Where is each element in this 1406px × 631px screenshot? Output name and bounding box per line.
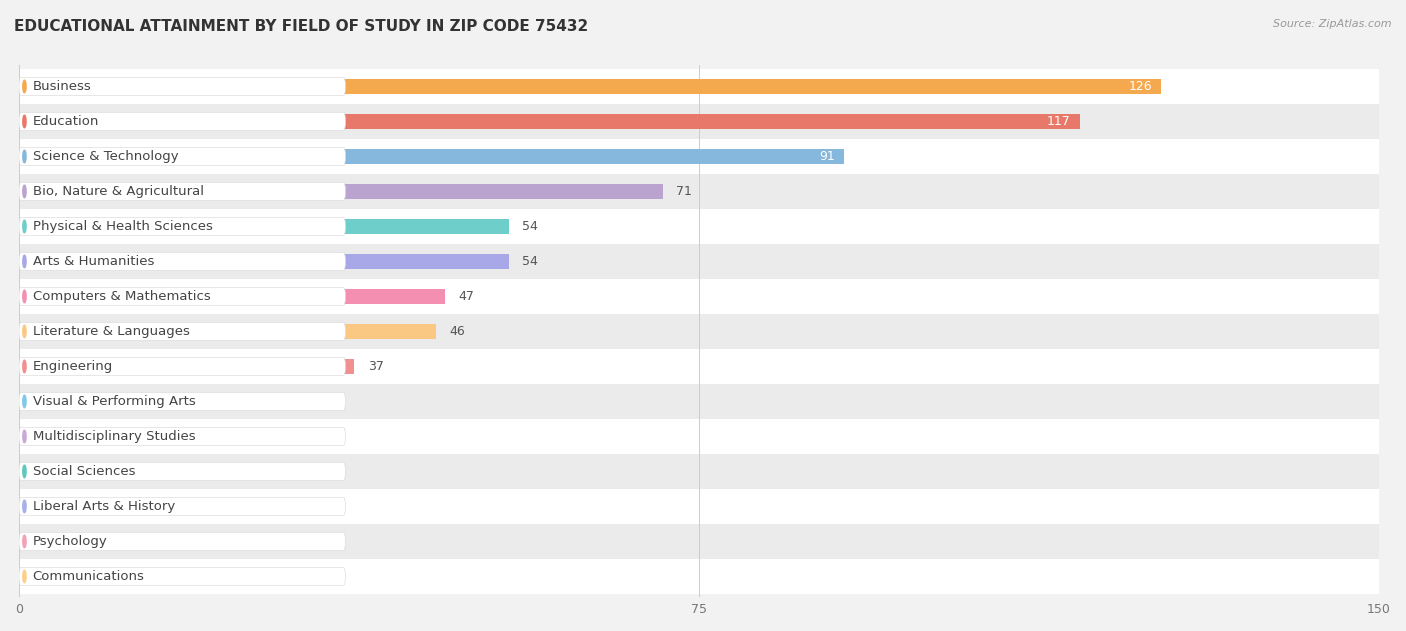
Circle shape [22,535,27,548]
Circle shape [22,220,27,233]
Text: 20: 20 [214,395,229,408]
Bar [20,244,1379,279]
Bar [20,288,446,304]
Text: 54: 54 [522,220,538,233]
Text: Communications: Communications [32,570,145,583]
Text: Psychology: Psychology [32,535,107,548]
Circle shape [22,395,27,408]
Bar [20,184,662,199]
Bar [20,534,83,550]
Text: 0: 0 [32,570,41,583]
Text: 117: 117 [1047,115,1071,128]
Circle shape [22,500,27,513]
Circle shape [22,325,27,338]
FancyBboxPatch shape [20,322,346,341]
Bar [20,104,1379,139]
Text: 47: 47 [458,290,475,303]
Bar [20,148,844,164]
Circle shape [22,360,27,373]
Circle shape [22,185,27,198]
Text: Liberal Arts & History: Liberal Arts & History [32,500,174,513]
Bar [20,114,1080,129]
Text: Multidisciplinary Studies: Multidisciplinary Studies [32,430,195,443]
Bar [20,139,1379,174]
Text: Physical & Health Sciences: Physical & Health Sciences [32,220,212,233]
Circle shape [22,255,27,268]
Bar [20,464,128,480]
FancyBboxPatch shape [20,392,346,411]
Bar [20,324,436,339]
Bar [20,314,1379,349]
FancyBboxPatch shape [20,567,346,586]
Bar [20,209,1379,244]
Text: Literature & Languages: Literature & Languages [32,325,190,338]
Text: 46: 46 [450,325,465,338]
Text: Business: Business [32,80,91,93]
Text: 71: 71 [676,185,692,198]
Text: 14: 14 [159,430,176,443]
FancyBboxPatch shape [20,427,346,445]
Bar [20,419,1379,454]
FancyBboxPatch shape [20,287,346,305]
Text: 12: 12 [142,465,157,478]
Text: Engineering: Engineering [32,360,112,373]
Text: 54: 54 [522,255,538,268]
FancyBboxPatch shape [20,463,346,481]
Text: Computers & Mathematics: Computers & Mathematics [32,290,211,303]
Bar [20,279,1379,314]
Text: 91: 91 [820,150,835,163]
Bar [20,489,1379,524]
Bar [20,349,1379,384]
Bar [20,69,1379,104]
Bar [20,394,200,410]
Text: Science & Technology: Science & Technology [32,150,179,163]
FancyBboxPatch shape [20,252,346,271]
Text: 8: 8 [105,500,112,513]
FancyBboxPatch shape [20,533,346,551]
FancyBboxPatch shape [20,182,346,201]
Bar [20,454,1379,489]
Text: 7: 7 [96,535,104,548]
FancyBboxPatch shape [20,148,346,165]
FancyBboxPatch shape [20,357,346,375]
Bar [20,428,146,444]
Bar [20,384,1379,419]
Circle shape [22,80,27,93]
Bar [20,498,91,514]
Bar [20,79,1161,95]
FancyBboxPatch shape [20,497,346,516]
Text: Education: Education [32,115,98,128]
Circle shape [22,570,27,583]
Text: Source: ZipAtlas.com: Source: ZipAtlas.com [1274,19,1392,29]
Text: Social Sciences: Social Sciences [32,465,135,478]
Circle shape [22,290,27,303]
FancyBboxPatch shape [20,112,346,131]
Bar [20,254,509,269]
Text: Arts & Humanities: Arts & Humanities [32,255,155,268]
Bar [20,559,1379,594]
Circle shape [22,115,27,127]
Circle shape [22,150,27,163]
Text: 126: 126 [1129,80,1153,93]
Text: Bio, Nature & Agricultural: Bio, Nature & Agricultural [32,185,204,198]
FancyBboxPatch shape [20,217,346,235]
Circle shape [22,430,27,443]
Circle shape [22,465,27,478]
Bar [20,358,354,374]
Text: Visual & Performing Arts: Visual & Performing Arts [32,395,195,408]
Bar [20,174,1379,209]
Text: EDUCATIONAL ATTAINMENT BY FIELD OF STUDY IN ZIP CODE 75432: EDUCATIONAL ATTAINMENT BY FIELD OF STUDY… [14,19,588,34]
FancyBboxPatch shape [20,78,346,95]
Text: 37: 37 [368,360,384,373]
Bar [20,218,509,234]
Bar [20,524,1379,559]
